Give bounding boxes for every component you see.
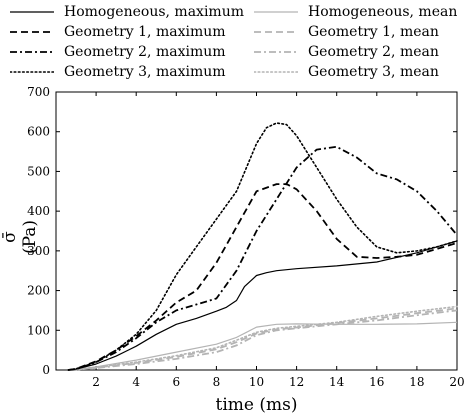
legend-swatch [10, 31, 54, 33]
x-tick-label: 20 [449, 375, 464, 389]
legend-swatch [254, 31, 298, 33]
legend-item: Geometry 3, mean [254, 62, 439, 82]
legend-swatch [254, 71, 298, 73]
y-tick-label: 500 [27, 164, 50, 178]
legend-swatch [254, 51, 298, 53]
y-tick-label: 600 [27, 125, 50, 139]
y-tick-label: 400 [27, 204, 50, 218]
series-line [67, 240, 458, 371]
x-tick-label: 16 [369, 375, 384, 389]
x-tick-label: 6 [172, 375, 180, 389]
x-tick-label: 4 [132, 375, 140, 389]
y-tick-label: 0 [42, 363, 50, 377]
series-line [67, 309, 458, 371]
legend-item: Homogeneous, mean [254, 2, 457, 22]
x-tick-label: 2 [92, 375, 100, 389]
legend: Homogeneous, maximum Geometry 1, maximum… [0, 0, 466, 90]
series-line [67, 305, 458, 371]
legend-label: Geometry 3, maximum [64, 64, 226, 80]
legend-label: Homogeneous, maximum [64, 4, 244, 20]
y-tick-label: 300 [27, 244, 50, 258]
legend-label: Geometry 3, mean [308, 64, 439, 80]
series-line [67, 122, 458, 371]
legend-item: Geometry 1, mean [254, 22, 439, 42]
legend-swatch [10, 11, 54, 13]
y-tick-label: 200 [27, 284, 50, 298]
series-line [67, 321, 458, 371]
legend-swatch [10, 51, 54, 53]
x-tick-label: 10 [249, 375, 264, 389]
legend-item: Homogeneous, maximum [10, 2, 244, 22]
legend-swatch [10, 71, 54, 73]
x-axis-label: time (ms) [215, 395, 298, 415]
legend-label: Geometry 2, maximum [64, 44, 226, 60]
x-tick-label: 18 [409, 375, 424, 389]
series-line [67, 145, 458, 371]
legend-item: Geometry 2, maximum [10, 42, 226, 62]
legend-item: Geometry 1, maximum [10, 22, 226, 42]
x-tick-label: 12 [289, 375, 304, 389]
y-tick-label: 100 [27, 323, 50, 337]
y-tick-label: 700 [27, 85, 50, 99]
legend-label: Homogeneous, mean [308, 4, 458, 20]
x-tick-label: 8 [213, 375, 221, 389]
legend-label: Geometry 1, mean [308, 24, 439, 40]
legend-item: Geometry 3, maximum [10, 62, 226, 82]
series-line [67, 183, 458, 371]
legend-label: Geometry 1, maximum [64, 24, 226, 40]
legend-swatch [254, 11, 298, 13]
legend-label: Geometry 2, mean [308, 44, 439, 60]
x-tick-label: 14 [329, 375, 345, 389]
legend-item: Geometry 2, mean [254, 42, 439, 62]
series-layer [67, 122, 458, 371]
y-axis-label: σ̄ (Pa) [0, 219, 40, 255]
